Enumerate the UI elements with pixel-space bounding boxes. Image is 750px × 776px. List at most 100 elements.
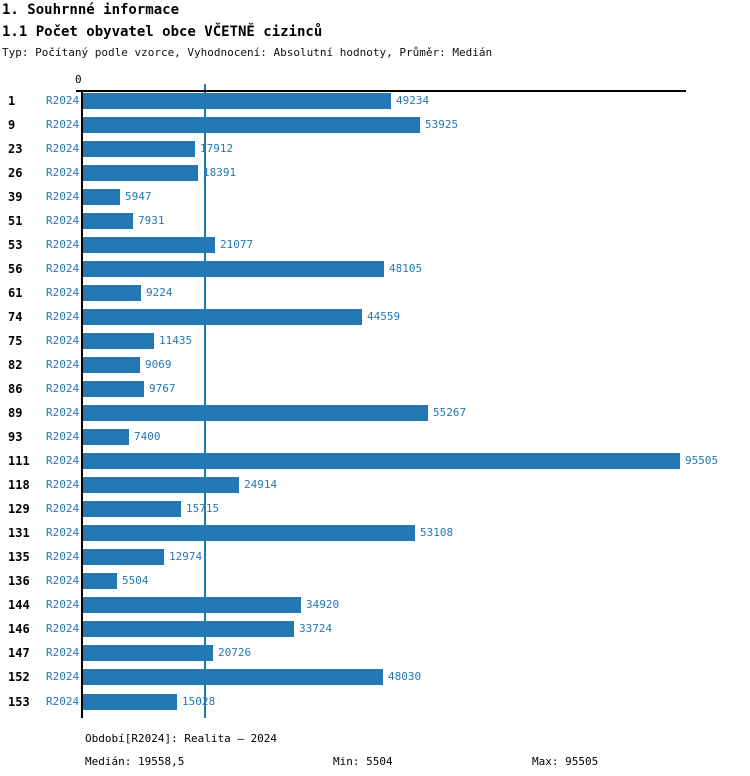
row-series-label: R2024 — [46, 262, 80, 275]
row-category-label: 136 — [8, 574, 30, 588]
bar — [83, 405, 428, 421]
row-category-label: 146 — [8, 622, 30, 636]
bar — [83, 189, 120, 205]
bar-value-label: 15028 — [182, 695, 216, 708]
bar — [83, 165, 198, 181]
row-category-label: 39 — [8, 190, 23, 204]
row-series-label: R2024 — [46, 382, 80, 395]
row-category-label: 74 — [8, 310, 23, 324]
bar — [83, 453, 680, 469]
row-series-label: R2024 — [46, 526, 80, 539]
bar-value-label: 7400 — [134, 430, 161, 443]
row-category-label: 26 — [8, 166, 23, 180]
row-series-label: R2024 — [46, 646, 80, 659]
bar — [83, 477, 239, 493]
bar — [83, 261, 384, 277]
bar — [83, 381, 144, 397]
median-reference-line — [204, 84, 206, 718]
row-series-label: R2024 — [46, 190, 80, 203]
bar-value-label: 48105 — [389, 262, 423, 275]
footer-period: Období[R2024]: Realita – 2024 — [85, 732, 278, 745]
bar-value-label: 55267 — [433, 406, 467, 419]
bar — [83, 213, 133, 229]
row-category-label: 147 — [8, 646, 30, 660]
x-axis-zero-tick-label: 0 — [75, 73, 82, 86]
bar — [83, 501, 181, 517]
bar — [83, 694, 177, 710]
bar — [83, 525, 415, 541]
bar-value-label: 20726 — [218, 646, 252, 659]
bar — [83, 237, 215, 253]
row-category-label: 89 — [8, 406, 23, 420]
row-series-label: R2024 — [46, 358, 80, 371]
row-category-label: 118 — [8, 478, 30, 492]
row-series-label: R2024 — [46, 118, 80, 131]
bar — [83, 309, 362, 325]
row-series-label: R2024 — [46, 166, 80, 179]
bar-value-label: 9767 — [149, 382, 176, 395]
bar-value-label: 5947 — [125, 190, 152, 203]
row-category-label: 82 — [8, 358, 23, 372]
row-category-label: 93 — [8, 430, 23, 444]
bar-value-label: 11435 — [159, 334, 193, 347]
bar-value-label: 9224 — [146, 286, 173, 299]
bar-value-label: 5504 — [122, 574, 149, 587]
row-series-label: R2024 — [46, 430, 80, 443]
bar — [83, 285, 141, 301]
row-category-label: 75 — [8, 334, 23, 348]
bar — [83, 573, 117, 589]
bar-value-label: 53925 — [425, 118, 459, 131]
row-category-label: 1 — [8, 94, 16, 108]
x-axis-line — [76, 90, 686, 92]
row-category-label: 9 — [8, 118, 16, 132]
bar — [83, 141, 195, 157]
row-series-label: R2024 — [46, 334, 80, 347]
row-category-label: 61 — [8, 286, 23, 300]
row-series-label: R2024 — [46, 478, 80, 491]
row-category-label: 86 — [8, 382, 23, 396]
bar — [83, 357, 140, 373]
bar — [83, 549, 164, 565]
row-series-label: R2024 — [46, 550, 80, 563]
row-category-label: 144 — [8, 598, 30, 612]
bar-value-label: 49234 — [396, 94, 430, 107]
row-category-label: 152 — [8, 670, 30, 684]
bar — [83, 429, 129, 445]
bar-value-label: 44559 — [367, 310, 401, 323]
bar-value-label: 17912 — [200, 142, 234, 155]
row-series-label: R2024 — [46, 695, 80, 708]
bar-value-label: 95505 — [685, 454, 719, 467]
row-series-label: R2024 — [46, 214, 80, 227]
row-category-label: 129 — [8, 502, 30, 516]
footer-min: Min: 5504 — [333, 755, 393, 768]
row-category-label: 135 — [8, 550, 30, 564]
row-series-label: R2024 — [46, 406, 80, 419]
row-category-label: 153 — [8, 695, 30, 709]
row-series-label: R2024 — [46, 142, 80, 155]
bar-value-label: 21077 — [220, 238, 254, 251]
bar — [83, 645, 213, 661]
row-series-label: R2024 — [46, 502, 80, 515]
bar — [83, 333, 154, 349]
bar-value-label: 18391 — [203, 166, 237, 179]
row-category-label: 23 — [8, 142, 23, 156]
bar — [83, 621, 294, 637]
bar — [83, 93, 391, 109]
row-series-label: R2024 — [46, 310, 80, 323]
bar-value-label: 9069 — [145, 358, 172, 371]
bar — [83, 117, 420, 133]
row-series-label: R2024 — [46, 454, 80, 467]
bar-value-label: 24914 — [244, 478, 278, 491]
row-series-label: R2024 — [46, 286, 80, 299]
y-axis-line — [81, 90, 83, 718]
bar-value-label: 53108 — [420, 526, 454, 539]
row-category-label: 51 — [8, 214, 23, 228]
row-category-label: 111 — [8, 454, 30, 468]
row-series-label: R2024 — [46, 238, 80, 251]
row-series-label: R2024 — [46, 670, 80, 683]
chart-subtitle: Typ: Počítaný podle vzorce, Vyhodnocení:… — [2, 46, 493, 59]
row-series-label: R2024 — [46, 622, 80, 635]
bar-value-label: 15715 — [186, 502, 220, 515]
